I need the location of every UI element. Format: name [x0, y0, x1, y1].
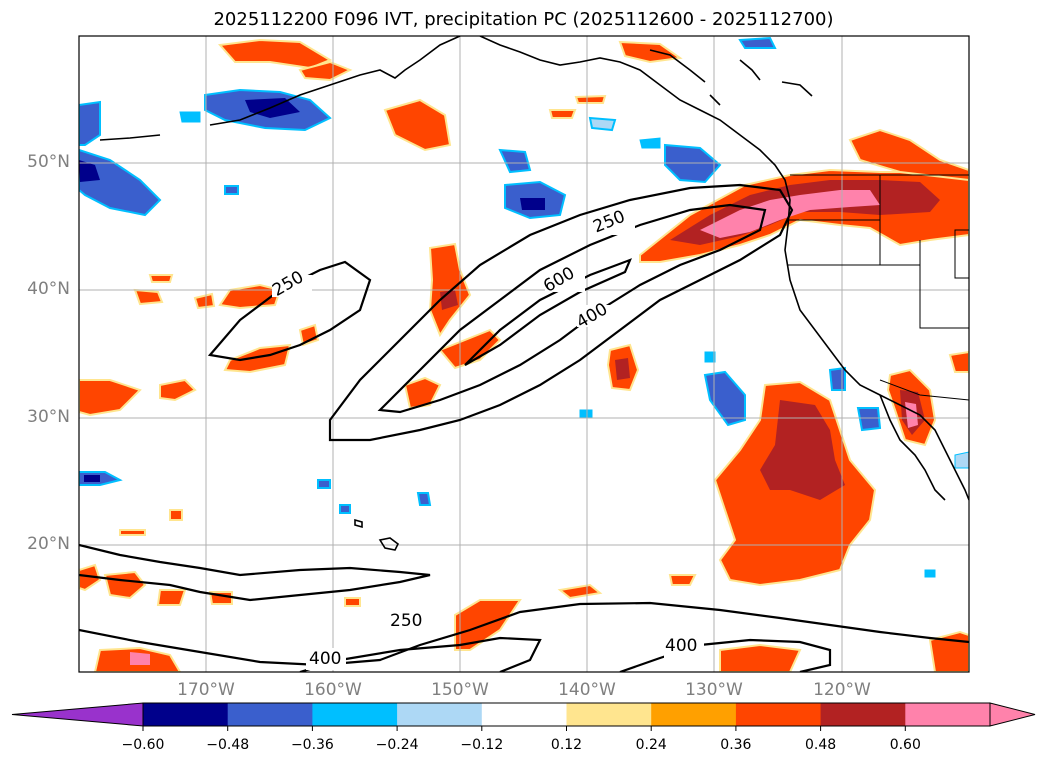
colorbar-segment — [735, 703, 822, 726]
colorbar-tick-label: 0.60 — [889, 737, 921, 753]
colorbar-tick-label: 0.12 — [550, 737, 583, 753]
colorbar-segment — [905, 703, 991, 726]
lat-label-30n: 30°N — [27, 407, 70, 427]
colorbar-segment — [566, 703, 652, 726]
lat-label-20n: 20°N — [27, 534, 70, 554]
lon-label-150w: 150°W — [431, 680, 489, 700]
colorbar-tick-label: −0.60 — [121, 737, 165, 753]
lon-label-140w: 140°W — [558, 680, 616, 700]
contour-label-400-south: 400 — [309, 649, 342, 669]
lon-label-130w: 130°W — [685, 680, 743, 700]
colorbar-segments — [12, 703, 1035, 726]
colorbar-tick-label: −0.48 — [206, 737, 250, 753]
colorbar-segment — [227, 703, 313, 726]
colorbar-tick-label: −0.12 — [460, 737, 504, 753]
colorbar-ticks — [142, 726, 906, 731]
map-gridlines — [79, 36, 969, 672]
lon-label-160w: 160°W — [304, 680, 362, 700]
colorbar-tick-label: 0.24 — [635, 737, 667, 753]
precipitation-positive-areas — [79, 38, 969, 672]
ivt-contour-labels — [272, 213, 704, 670]
colorbar-segment — [820, 703, 906, 726]
contour-label-250-south: 250 — [390, 611, 423, 631]
coastlines — [99, 36, 969, 551]
lon-label-120w: 120°W — [813, 680, 871, 700]
colorbar-segment — [397, 703, 483, 726]
colorbar-tick-label: 0.48 — [805, 737, 837, 753]
colorbar-segment — [143, 703, 229, 726]
colorbar-tick-label: −0.24 — [375, 737, 419, 753]
colorbar-tick-label: −0.36 — [290, 737, 334, 753]
lat-label-40n: 40°N — [27, 279, 70, 299]
colorbar-segment — [651, 703, 737, 726]
colorbar-extend-left — [12, 703, 143, 726]
contour-label-400-southeast: 400 — [665, 636, 698, 656]
lon-label-170w: 170°W — [177, 680, 235, 700]
map-title: 2025112200 F096 IVT, precipitation PC (2… — [213, 9, 834, 30]
colorbar-tick-label: 0.36 — [720, 737, 752, 753]
lat-label-50n: 50°N — [27, 152, 70, 172]
borders — [788, 174, 969, 401]
colorbar-segment — [312, 703, 398, 726]
map-canvas — [78, 35, 970, 673]
colorbar-segment — [481, 703, 567, 726]
map-frame — [78, 35, 970, 673]
colorbar-extend-right — [990, 703, 1035, 726]
